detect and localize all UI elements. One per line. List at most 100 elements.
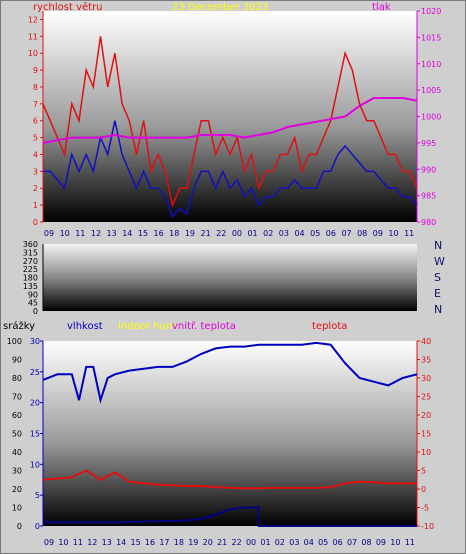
- dir-tick: 315: [23, 248, 38, 257]
- temp-tick: 0: [421, 485, 426, 494]
- compass-n-bottom: N: [434, 303, 443, 316]
- rain-tick: 100: [7, 337, 22, 346]
- rain-tick: 40: [12, 448, 22, 457]
- x-tick-top: 21: [201, 229, 211, 238]
- rain-tick: 10: [12, 504, 22, 513]
- hum-tick: 20: [30, 399, 40, 408]
- temp-tick: 30: [421, 374, 431, 383]
- bottom-plot-area: [43, 341, 417, 526]
- hum-tick: 10: [30, 460, 40, 469]
- x-tick-top: 03: [279, 229, 289, 238]
- temp-tick: 20: [421, 411, 431, 420]
- y-tick-left: 4: [33, 150, 38, 159]
- y-tick-left: 3: [33, 167, 38, 176]
- direction-plot-area: [43, 244, 417, 311]
- temp-tick: 35: [421, 356, 431, 365]
- rain-tick: 20: [12, 485, 22, 494]
- y-tick-left: 12: [28, 15, 38, 24]
- hum-tick: 0: [35, 522, 40, 531]
- x-tick-top: 04: [294, 229, 304, 238]
- x-tick-top: 13: [107, 229, 117, 238]
- y-tick-right: 980: [421, 218, 436, 227]
- y-tick-left: 6: [33, 117, 38, 126]
- x-tick-top: 10: [60, 229, 70, 238]
- y-tick-right: 995: [421, 139, 436, 148]
- y-tick-right: 985: [421, 192, 436, 201]
- x-tick-top: 19: [185, 229, 195, 238]
- x-tick-top: 14: [122, 229, 132, 238]
- indoor-hum-label: Indoor hum: [118, 321, 176, 332]
- x-tick-bottom: 02: [275, 538, 285, 547]
- dir-tick: 360: [23, 240, 38, 249]
- y-tick-left: 5: [33, 134, 38, 143]
- y-tick-left: 11: [28, 32, 38, 41]
- x-tick-bottom: 06: [333, 538, 343, 547]
- compass-w: W: [434, 255, 445, 268]
- x-tick-top: 09: [44, 229, 54, 238]
- dir-tick: 135: [23, 282, 38, 291]
- y-tick-left: 10: [28, 49, 38, 58]
- temp-tick: -5: [421, 504, 429, 513]
- x-tick-top: 22: [216, 229, 226, 238]
- x-tick-bottom: 10: [390, 538, 400, 547]
- y-tick-left: 2: [33, 184, 38, 193]
- hum-tick: 15: [30, 430, 40, 439]
- compass-n-top: N: [434, 239, 443, 252]
- x-tick-top: 09: [373, 229, 383, 238]
- dir-tick: 90: [28, 290, 38, 299]
- wind-speed-label: rychlost větru: [33, 2, 103, 13]
- pressure-label: tlak: [372, 2, 391, 13]
- y-tick-left: 8: [33, 83, 38, 92]
- x-tick-bottom: 09: [44, 538, 54, 547]
- temp-tick: 15: [421, 430, 431, 439]
- y-tick-right: 1015: [421, 33, 441, 42]
- x-tick-top: 11: [75, 229, 85, 238]
- x-tick-top: 18: [169, 229, 179, 238]
- hum-tick: 25: [30, 368, 40, 377]
- x-tick-top: 16: [154, 229, 164, 238]
- compass-s: S: [434, 271, 441, 284]
- x-tick-bottom: 16: [145, 538, 155, 547]
- x-tick-bottom: 08: [361, 538, 371, 547]
- rain-tick: 80: [12, 374, 22, 383]
- dir-tick: 180: [23, 274, 38, 283]
- x-tick-top: 00: [232, 229, 242, 238]
- x-tick-bottom: 01: [260, 538, 270, 547]
- x-tick-bottom: 07: [347, 538, 357, 547]
- x-tick-bottom: 09: [376, 538, 386, 547]
- x-tick-top: 02: [263, 229, 273, 238]
- dir-tick: 225: [23, 265, 38, 274]
- y-tick-right: 1010: [421, 60, 441, 69]
- x-tick-bottom: 22: [232, 538, 242, 547]
- x-tick-bottom: 10: [58, 538, 68, 547]
- y-tick-left: 1: [33, 201, 38, 210]
- x-tick-bottom: 18: [174, 538, 184, 547]
- temp-tick: -10: [421, 522, 434, 531]
- temp-tick: 25: [421, 393, 431, 402]
- y-tick-left: 7: [33, 100, 38, 109]
- y-tick-left: 0: [33, 218, 38, 227]
- x-tick-bottom: 19: [188, 538, 198, 547]
- y-tick-right: 990: [421, 165, 436, 174]
- x-tick-top: 15: [138, 229, 148, 238]
- x-tick-bottom: 00: [246, 538, 256, 547]
- series-line-bottom-0: [42, 341, 418, 405]
- dir-tick: 45: [28, 299, 38, 308]
- x-tick-bottom: 12: [87, 538, 97, 547]
- x-tick-top: 10: [388, 229, 398, 238]
- x-tick-top: 12: [91, 229, 101, 238]
- temp-tick: 5: [421, 467, 426, 476]
- rain-tick: 50: [12, 430, 22, 439]
- date-title: 23 December 2023: [172, 2, 269, 13]
- dir-tick: 270: [23, 257, 38, 266]
- x-tick-bottom: 11: [73, 538, 83, 547]
- x-tick-top: 07: [341, 229, 351, 238]
- rain-label: srážky: [3, 321, 36, 332]
- x-tick-bottom: 17: [159, 538, 169, 547]
- y-tick-left: 9: [33, 66, 38, 75]
- y-tick-right: 1005: [421, 86, 441, 95]
- x-tick-top: 11: [404, 229, 414, 238]
- series-line-top-0: [42, 36, 418, 208]
- rain-tick: 90: [12, 356, 22, 365]
- x-tick-bottom: 04: [304, 538, 314, 547]
